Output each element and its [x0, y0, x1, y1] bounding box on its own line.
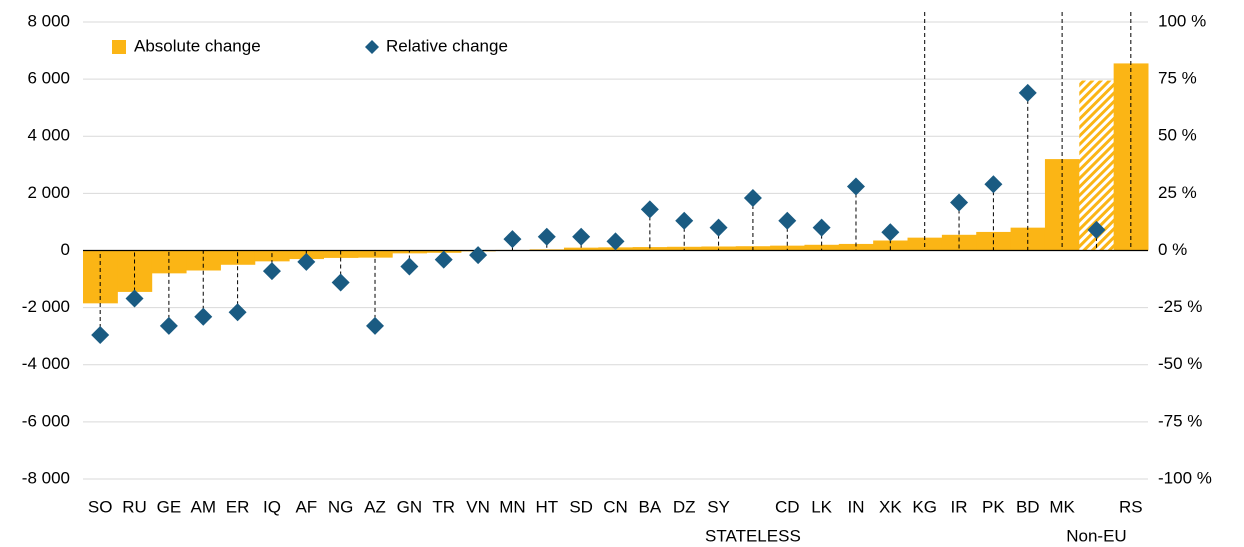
diamond: [709, 218, 728, 237]
y2-tick-label: -50 %: [1158, 354, 1202, 373]
y2-tick-label: 50 %: [1158, 126, 1197, 145]
y-tick-label: -6 000: [22, 411, 70, 430]
diamond: [91, 326, 110, 345]
x-tick-label: NG: [328, 497, 354, 516]
y2-tick-label: 100 %: [1158, 11, 1206, 30]
legend-swatch: [112, 40, 126, 54]
y-tick-label: 0: [61, 240, 70, 259]
diamond: [675, 211, 694, 230]
x-tick-label: SY: [707, 497, 730, 516]
x-tick-label: MN: [499, 497, 525, 516]
bar: [117, 250, 153, 292]
x-tick-label: MK: [1049, 497, 1075, 516]
diamond: [297, 252, 316, 271]
y-tick-label: 8 000: [27, 11, 70, 30]
marks: [83, 63, 1149, 304]
diamond: [400, 257, 419, 276]
y-tick-label: -8 000: [22, 468, 70, 487]
diamond: [503, 230, 522, 249]
x-tick-label: RS: [1119, 497, 1143, 516]
diamond: [159, 316, 178, 335]
grid: [83, 21, 1148, 480]
bar: [220, 250, 256, 265]
x-tick-label: DZ: [673, 497, 696, 516]
x-tick-label: Non-EU: [1066, 526, 1126, 545]
y-tick-label: 2 000: [27, 183, 70, 202]
y-tick-label: -2 000: [22, 297, 70, 316]
x-tick-label: KG: [912, 497, 937, 516]
legend-label: Relative change: [386, 36, 508, 55]
x-tick-label: IQ: [263, 497, 281, 516]
y-tick-label: 4 000: [27, 126, 70, 145]
bar: [563, 247, 599, 251]
x-tick-label: GE: [157, 497, 182, 516]
x-tick-label: RU: [122, 497, 147, 516]
bar: [873, 240, 909, 251]
x-tick-label: BA: [639, 497, 662, 516]
x-tick-label: AM: [190, 497, 216, 516]
diamond: [262, 262, 281, 281]
y2-tick-label: 0 %: [1158, 240, 1187, 259]
diamond: [778, 211, 797, 230]
x-tick-label: XK: [879, 497, 902, 516]
x-tick-label: PK: [982, 497, 1005, 516]
x-tick-label: IN: [847, 497, 864, 516]
y2-tick-label: -25 %: [1158, 297, 1202, 316]
diamond: [125, 289, 144, 308]
x-tick-label: SO: [88, 497, 113, 516]
x-tick-label: HT: [535, 497, 558, 516]
y2-tick-label: -100 %: [1158, 468, 1212, 487]
y-tick-label: -4 000: [22, 354, 70, 373]
diamond: [950, 193, 969, 212]
y2-tick-label: 25 %: [1158, 183, 1197, 202]
bar: [770, 245, 805, 251]
legend-swatch: [365, 40, 379, 54]
diamond: [743, 188, 762, 207]
diamond: [1087, 220, 1106, 239]
bar: [1010, 227, 1046, 251]
diamond: [846, 177, 865, 196]
diamond: [881, 223, 900, 242]
bar: [667, 246, 702, 251]
bar: [838, 243, 874, 251]
bar: [941, 234, 977, 251]
x-tick-label: BD: [1016, 497, 1040, 516]
diamond: [194, 307, 213, 326]
diamond: [572, 227, 591, 246]
y-tick-label: 6 000: [27, 69, 70, 88]
x-tick-label: CN: [603, 497, 628, 516]
diamond: [366, 316, 385, 335]
x-tick-label: LK: [811, 497, 832, 516]
x-tick-label: AF: [295, 497, 317, 516]
diamond: [984, 175, 1003, 194]
x-tick-label: IR: [951, 497, 968, 516]
diamond: [1018, 83, 1037, 102]
legend-label: Absolute change: [134, 36, 261, 55]
diamond: [537, 227, 556, 246]
diamond: [228, 303, 247, 322]
diamond: [469, 246, 488, 265]
x-tick-label: AZ: [364, 497, 386, 516]
diamond: [606, 232, 625, 251]
x-tick-label: VN: [466, 497, 490, 516]
y2-tick-label: -75 %: [1158, 411, 1202, 430]
diamond: [331, 273, 350, 292]
x-tick-label: CD: [775, 497, 800, 516]
x-tick-label: STATELESS: [705, 526, 801, 545]
diamond: [812, 218, 831, 237]
bar: [701, 246, 737, 251]
bar: [1113, 63, 1149, 251]
bar: [632, 247, 668, 251]
bar: [804, 244, 840, 251]
diamond: [434, 250, 453, 269]
diamond: [640, 200, 659, 219]
x-tick-label: GN: [397, 497, 423, 516]
x-tick-label: TR: [432, 497, 455, 516]
x-tick-label: SD: [569, 497, 593, 516]
x-tick-label: ER: [226, 497, 250, 516]
y2-tick-label: 75 %: [1158, 69, 1197, 88]
